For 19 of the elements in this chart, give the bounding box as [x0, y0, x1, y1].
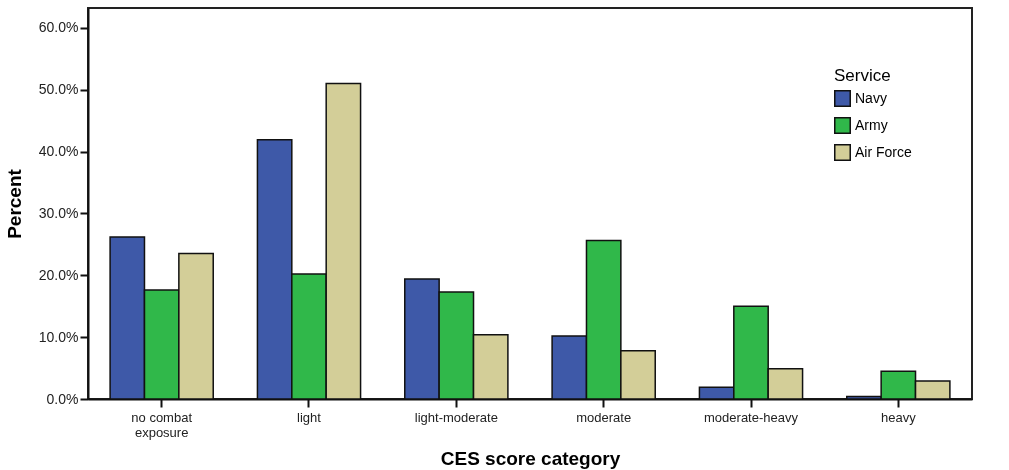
y-tick-label: 10.0% — [38, 328, 79, 345]
x-tick-label: moderate-heavy — [704, 409, 799, 425]
x-tick-label: light-moderate — [414, 409, 498, 425]
y-tick-label: 40.0% — [38, 143, 79, 160]
y-tick-label: 60.0% — [38, 19, 79, 36]
x-tick-label: heavy — [880, 409, 917, 425]
y-tick-label: 0.0% — [46, 390, 79, 407]
legend-label: Navy — [855, 89, 887, 106]
y-tick-label: 30.0% — [38, 204, 79, 221]
y-tick-label: 50.0% — [38, 81, 79, 98]
x-axis-title: CES score category — [440, 447, 621, 469]
x-tick-label: no combat exposure — [131, 409, 193, 440]
y-axis-title: Percent — [3, 168, 25, 239]
x-tick-label: light — [297, 409, 322, 425]
legend-label: Army — [855, 116, 888, 133]
x-tick-label: moderate — [576, 409, 632, 425]
legend-label: Air Force — [855, 143, 912, 160]
y-tick-label: 20.0% — [38, 266, 79, 283]
legend-title: Service — [834, 66, 891, 85]
